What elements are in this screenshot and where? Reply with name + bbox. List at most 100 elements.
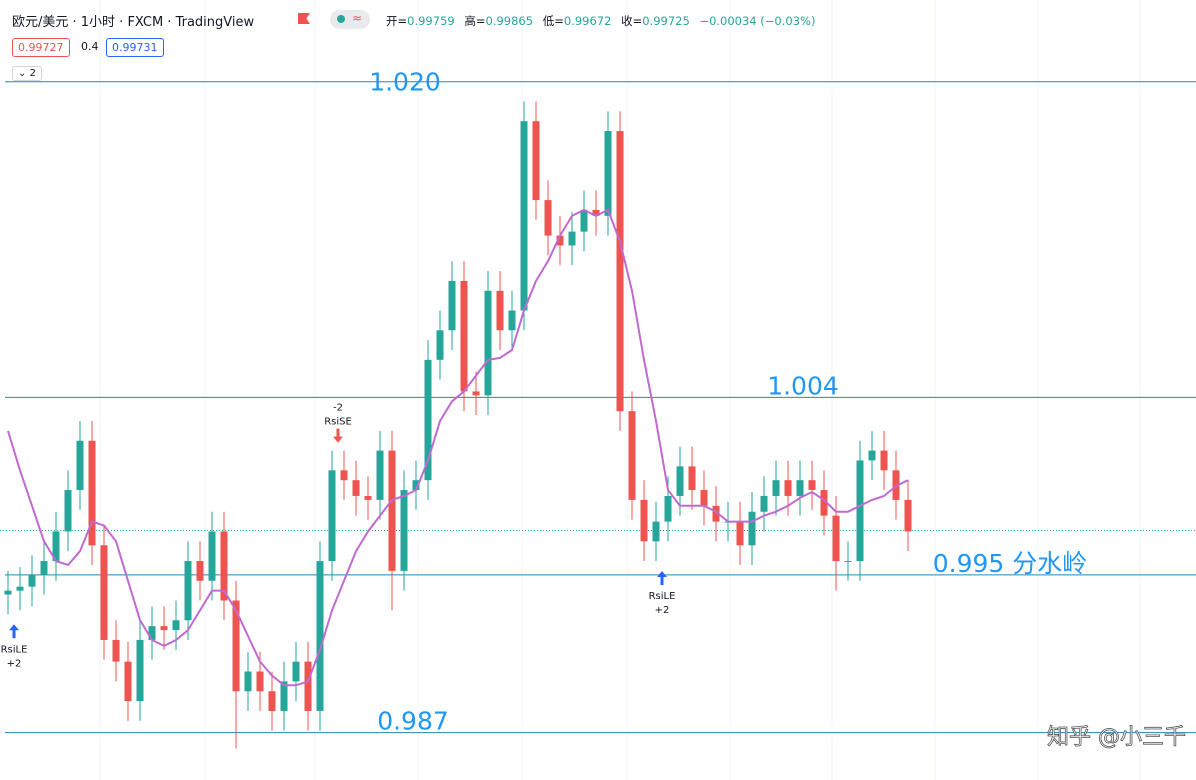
candle-body bbox=[664, 495, 672, 522]
candle-body bbox=[100, 545, 108, 640]
candle-body bbox=[220, 531, 228, 601]
candle-body bbox=[388, 450, 396, 571]
candle-body bbox=[328, 470, 336, 562]
collapse-count: 2 bbox=[29, 68, 36, 79]
signal-qty: +2 bbox=[7, 658, 22, 669]
candle-body bbox=[16, 586, 24, 591]
candle-body bbox=[604, 131, 612, 216]
candle-body bbox=[856, 460, 864, 562]
candle-body bbox=[412, 480, 420, 491]
candle-body bbox=[484, 290, 492, 396]
candle-body bbox=[712, 505, 720, 522]
bid-price[interactable]: 0.99727 bbox=[12, 38, 70, 57]
candle-body bbox=[88, 440, 96, 546]
candle-body bbox=[376, 450, 384, 500]
ohlc-label: 收= bbox=[621, 14, 643, 28]
ohlc-legend: 开=0.99759 高=0.99865 低=0.99672 收=0.99725 … bbox=[386, 13, 821, 29]
candle-body bbox=[556, 235, 564, 246]
ohlc-label: 开= bbox=[386, 14, 408, 28]
candle-body bbox=[112, 639, 120, 662]
candle-body bbox=[184, 561, 192, 621]
candle-body bbox=[64, 490, 72, 532]
candle-body bbox=[760, 495, 768, 512]
ohlc-label: 低= bbox=[542, 14, 564, 28]
signal-arrow bbox=[333, 428, 343, 443]
candle-body bbox=[304, 661, 312, 711]
candle-body bbox=[868, 450, 876, 461]
candle-body bbox=[268, 691, 276, 711]
level-label: 0.987 bbox=[377, 707, 449, 736]
candle-body bbox=[136, 639, 144, 702]
candle-body bbox=[508, 310, 516, 331]
level-label: 1.004 bbox=[767, 371, 839, 400]
candle-body bbox=[280, 681, 288, 711]
collapse-button[interactable]: ⌄ 2 bbox=[12, 66, 42, 81]
ask-price[interactable]: 0.99731 bbox=[106, 38, 164, 57]
candle-body bbox=[40, 561, 48, 575]
candle-body bbox=[700, 490, 708, 506]
candle-body bbox=[196, 561, 204, 581]
candle-body bbox=[496, 290, 504, 331]
watermark: 知乎 @小三千 bbox=[1047, 725, 1186, 750]
candle-body bbox=[148, 626, 156, 640]
candle-body bbox=[616, 131, 624, 412]
candle-body bbox=[652, 521, 660, 542]
candle-body bbox=[544, 200, 552, 236]
candle-body bbox=[592, 209, 600, 216]
candle-body bbox=[844, 561, 852, 563]
candle-body bbox=[772, 480, 780, 496]
candle-body bbox=[904, 499, 912, 532]
candle-body bbox=[364, 495, 372, 500]
candle-body bbox=[208, 531, 216, 581]
candle-body bbox=[640, 499, 648, 542]
candle-body bbox=[460, 280, 468, 392]
grid bbox=[99, 0, 1141, 780]
signal-arrow bbox=[9, 624, 19, 639]
ohlc-value: 0.99672 bbox=[563, 14, 612, 28]
signal-qty: -2 bbox=[333, 403, 343, 414]
candle-body bbox=[472, 391, 480, 396]
ohlc-value: 0.99865 bbox=[485, 14, 534, 28]
candle-body bbox=[436, 330, 444, 360]
status-pill[interactable]: ≈ bbox=[330, 10, 370, 29]
candle-body bbox=[232, 600, 240, 692]
signal-name: RsiSE bbox=[324, 417, 352, 428]
candle-body bbox=[736, 521, 744, 546]
signal-name: RsiLE bbox=[1, 644, 28, 655]
candle-body bbox=[676, 466, 684, 496]
candle-body bbox=[628, 411, 636, 500]
candle-body bbox=[340, 470, 348, 481]
candle-body bbox=[448, 280, 456, 331]
candle-body bbox=[784, 480, 792, 496]
level-label: 0.995 分水岭 bbox=[933, 549, 1088, 578]
symbol-title: 欧元/美元 · 1小时 · FXCM · TradingView bbox=[12, 15, 255, 30]
spread: 0.4 bbox=[81, 40, 99, 53]
candle-body bbox=[52, 531, 60, 562]
candle-body bbox=[160, 626, 168, 631]
candle-body bbox=[568, 231, 576, 246]
candle-body bbox=[400, 490, 408, 571]
moving-average bbox=[7, 208, 909, 687]
candle-body bbox=[520, 121, 528, 311]
candle-body bbox=[688, 466, 696, 491]
ohlc-value: 0.99725 bbox=[642, 14, 690, 28]
candle-body bbox=[256, 671, 264, 692]
candle-body bbox=[580, 209, 588, 232]
candle-body bbox=[76, 440, 84, 491]
candle-body bbox=[28, 574, 36, 587]
signal-arrow bbox=[657, 571, 667, 586]
candle-body bbox=[244, 671, 252, 692]
flag-icon[interactable] bbox=[298, 13, 310, 24]
candle-body bbox=[532, 121, 540, 201]
signal-qty: +2 bbox=[655, 605, 670, 616]
candle-body bbox=[352, 480, 360, 496]
candle-body bbox=[124, 661, 132, 702]
ohlc-value: 0.99759 bbox=[407, 14, 455, 28]
candle-body bbox=[796, 480, 804, 496]
candle-body bbox=[880, 450, 888, 471]
candle-body bbox=[316, 561, 324, 711]
ohlc-label: 高= bbox=[464, 14, 486, 28]
candle-body bbox=[820, 490, 828, 516]
